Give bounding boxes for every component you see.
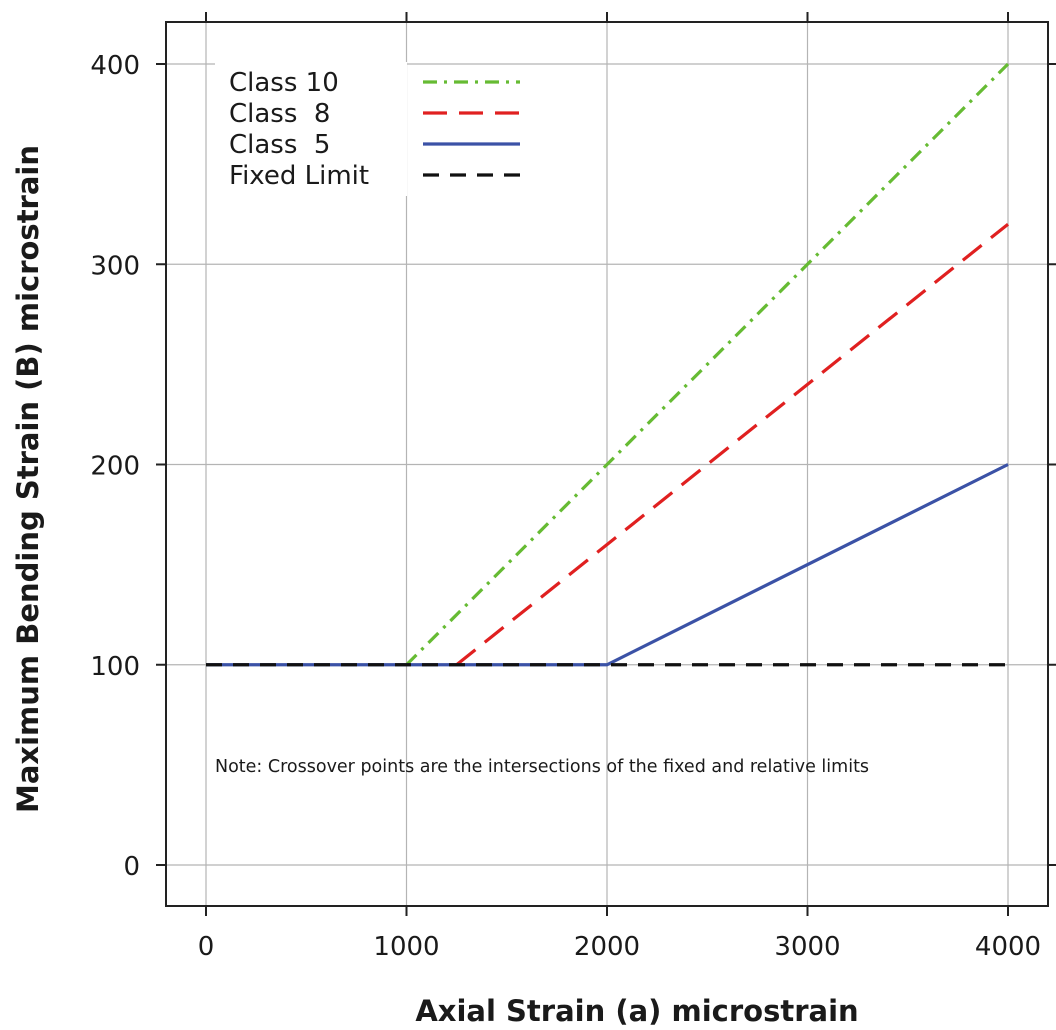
legend-label: Class 8 xyxy=(229,99,330,129)
y-tick-label: 300 xyxy=(90,251,140,281)
legend-background xyxy=(215,62,407,196)
y-tick-label: 0 xyxy=(123,852,140,882)
legend-label: Class 5 xyxy=(229,130,330,160)
series-line-class-8 xyxy=(455,222,1009,666)
series-line-class-5 xyxy=(206,463,1009,667)
x-tick-label: 1000 xyxy=(373,932,439,962)
x-tick-label: 3000 xyxy=(774,932,840,962)
y-tick-label: 200 xyxy=(90,452,140,482)
legend-label: Fixed Limit xyxy=(229,161,369,191)
legend-label: Class 10 xyxy=(229,68,339,98)
y-tick-label: 100 xyxy=(90,652,140,682)
x-tick-label: 0 xyxy=(198,932,215,962)
note-annotation: Note: Crossover points are the intersect… xyxy=(215,757,869,777)
x-axis-title: Axial Strain (a) microstrain xyxy=(415,994,858,1028)
y-axis-title: Maximum Bending Strain (B) microstrain xyxy=(11,145,45,813)
series-line-class-10 xyxy=(405,62,1010,666)
axis-ticks: 0 1000 2000 3000 4000 0 100 200 300 400 xyxy=(90,12,1056,962)
series-lines xyxy=(206,62,1010,667)
y-tick-label: 400 xyxy=(90,51,140,81)
x-tick-label: 4000 xyxy=(975,932,1041,962)
x-tick-label: 2000 xyxy=(574,932,640,962)
